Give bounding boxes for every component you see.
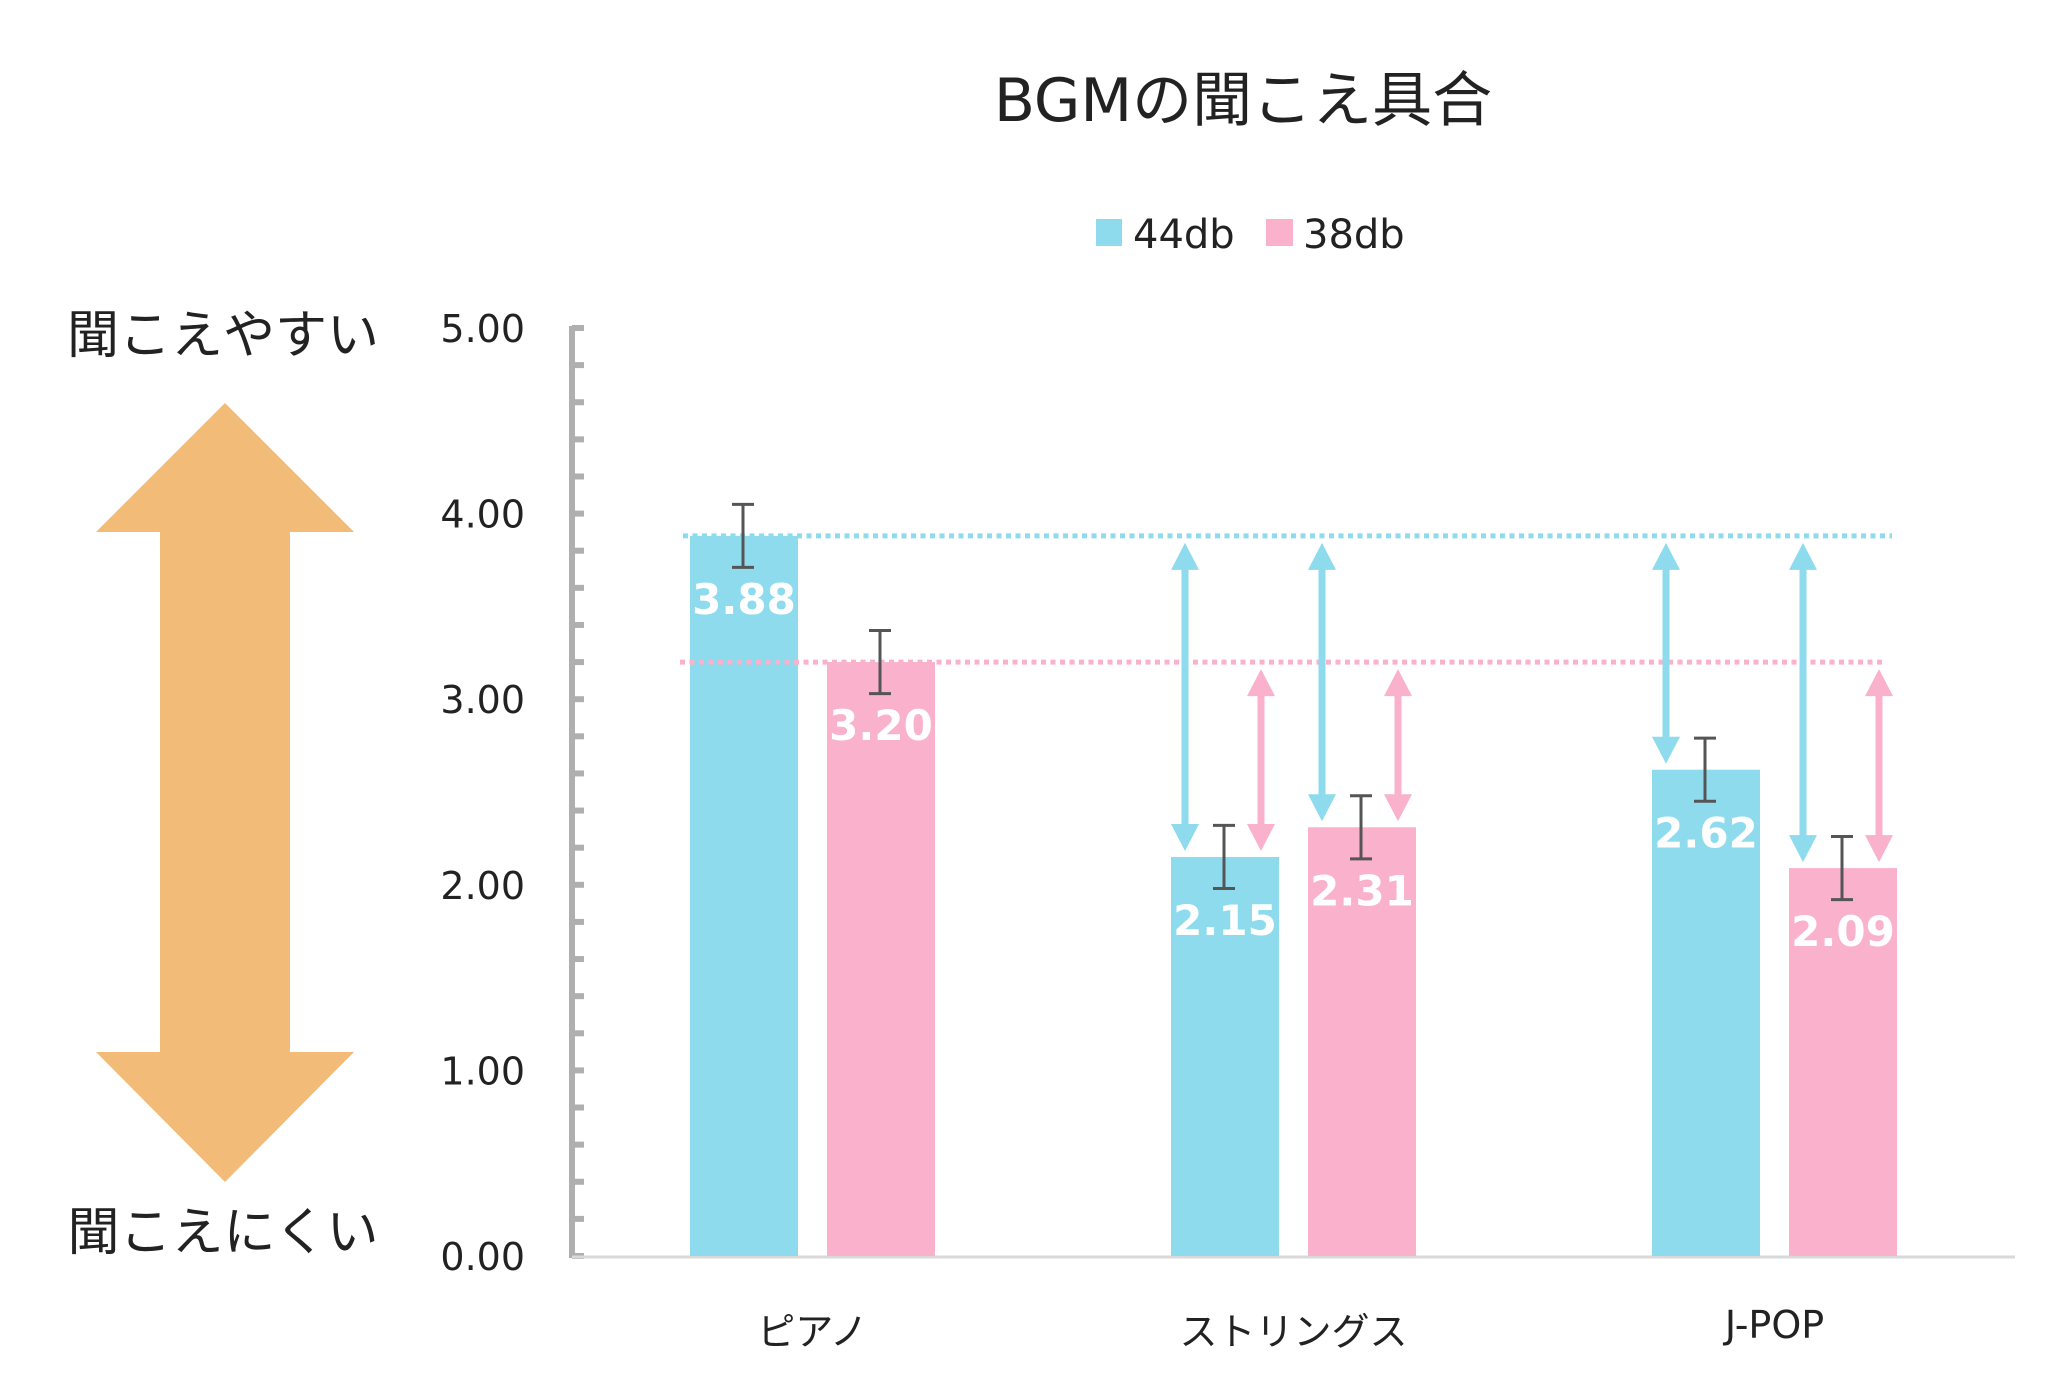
difference-arrow-38db-ストリングス-38db	[1384, 669, 1412, 822]
bar-38db-2	[1789, 868, 1897, 1256]
y-tick-label: 1.00	[440, 1049, 525, 1093]
error-bars	[732, 502, 1853, 902]
arrow-shaft	[1662, 567, 1670, 739]
x-axis-labels: ピアノ ストリングス J-POP	[757, 1303, 1824, 1354]
error-bar-44db-0	[732, 502, 754, 569]
error-bar-38db-2	[1831, 835, 1853, 902]
arrow-head-up-icon	[1384, 669, 1412, 697]
difference-arrow-44db-ストリングス-44db	[1171, 542, 1199, 851]
arrow-head-up-icon	[1789, 542, 1817, 570]
error-bar-38db-1	[1350, 794, 1372, 861]
arrow-shaft	[1875, 694, 1883, 838]
difference-arrow-44db-J-POP-44db	[1652, 542, 1680, 764]
value-label-38db-2: 2.09	[1791, 907, 1895, 956]
arrow-shaft	[1394, 694, 1402, 797]
arrow-head-down-icon	[1171, 823, 1199, 851]
arrow-head-down-icon	[1789, 835, 1817, 863]
error-bar-44db-1	[1213, 823, 1235, 891]
arrow-head-up-icon	[1171, 542, 1199, 570]
difference-arrow-38db-ストリングス-44db	[1247, 669, 1275, 851]
arrow-head-up-icon	[1865, 669, 1893, 697]
arrow-head-up-icon	[1308, 542, 1336, 570]
y-tick-label: 2.00	[440, 864, 525, 908]
value-label-44db-2: 2.62	[1654, 809, 1758, 858]
x-tick-label: ストリングス	[1179, 1310, 1407, 1354]
arrow-shaft	[1257, 694, 1265, 826]
y-tick-label: 5.00	[440, 307, 525, 351]
scale-label-bottom: 聞こえにくい	[68, 1203, 379, 1263]
arrow-shaft	[1318, 567, 1326, 797]
legend-label-44db: 44db	[1133, 212, 1235, 258]
arrow-head-down-icon	[1384, 794, 1412, 822]
reference-lines	[680, 533, 1892, 665]
legend-swatch-38db	[1266, 219, 1293, 246]
error-bar-44db-2	[1694, 736, 1716, 803]
y-axis: 0.00 1.00 2.00 3.00 4.00 5.00	[440, 307, 584, 1279]
value-label-38db-0: 3.20	[829, 701, 933, 750]
y-tick-label: 4.00	[440, 493, 525, 537]
x-tick-label: ピアノ	[757, 1310, 868, 1354]
bar-44db-0	[690, 535, 798, 1256]
y-tick-label: 0.00	[440, 1235, 525, 1279]
arrow-shaft	[1181, 567, 1189, 826]
difference-arrow-38db-J-POP-38db	[1865, 669, 1893, 863]
double-arrow-icon	[96, 403, 354, 1182]
value-label-44db-0: 3.88	[692, 575, 796, 624]
bar-44db-1	[1171, 856, 1279, 1256]
y-tick-label: 3.00	[440, 678, 525, 722]
legend-label-38db: 38db	[1303, 212, 1405, 258]
bar-38db-0	[827, 662, 935, 1256]
arrow-head-down-icon	[1652, 736, 1680, 764]
bar-38db-1	[1308, 827, 1416, 1256]
value-label-44db-1: 2.15	[1173, 896, 1277, 945]
arrow-head-down-icon	[1308, 794, 1336, 822]
value-labels: 3.88 2.15 2.62 3.20 2.31 2.09	[692, 575, 1895, 956]
bars	[690, 535, 1897, 1256]
scale-annotation: 聞こえやすい 聞こえにくい	[67, 306, 379, 1263]
arrow-head-down-icon	[1247, 823, 1275, 851]
bar-44db-2	[1652, 769, 1760, 1256]
error-bar-38db-0	[869, 629, 891, 696]
value-label-38db-1: 2.31	[1310, 866, 1414, 915]
difference-arrow-44db-ストリングス-38db	[1308, 542, 1336, 822]
legend-swatch-44db	[1096, 219, 1122, 246]
difference-arrows	[1171, 542, 1893, 863]
difference-arrow-44db-J-POP-38db	[1789, 542, 1817, 863]
x-tick-label: J-POP	[1723, 1303, 1824, 1347]
arrow-head-down-icon	[1865, 835, 1893, 863]
legend: 44db 38db	[1096, 212, 1405, 258]
chart-title: BGMの聞こえ具合	[994, 66, 1492, 136]
arrow-shaft	[1799, 567, 1807, 838]
arrow-head-up-icon	[1652, 542, 1680, 570]
arrow-head-up-icon	[1247, 669, 1275, 697]
scale-label-top: 聞こえやすい	[67, 306, 379, 366]
